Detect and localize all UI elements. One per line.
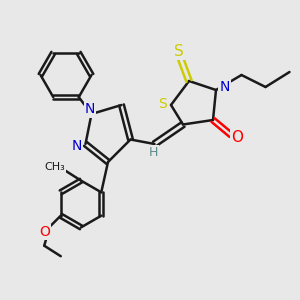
Text: N: N [219,80,230,94]
Text: O: O [232,130,244,146]
Text: S: S [174,44,183,59]
Text: H: H [148,146,158,159]
Text: O: O [39,225,50,239]
Text: S: S [158,97,167,110]
Text: CH₃: CH₃ [44,162,65,172]
Text: N: N [72,139,82,152]
Text: N: N [85,103,95,116]
